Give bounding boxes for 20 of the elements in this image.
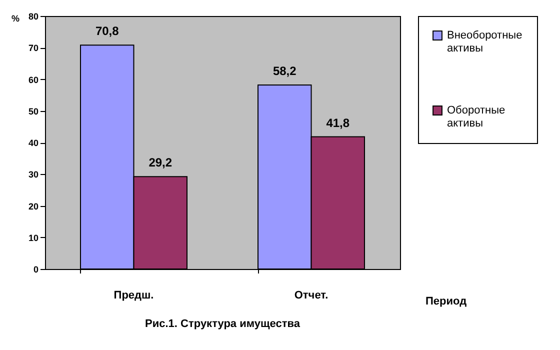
- legend-label: Внеоборотные активы: [447, 30, 522, 54]
- x-axis-title: Период: [426, 296, 467, 308]
- y-tick-label: 60: [28, 74, 38, 85]
- y-tick-label: 20: [28, 201, 38, 212]
- y-tick-label: 0: [33, 264, 38, 274]
- x-tick-label: Предш.: [114, 290, 154, 302]
- text: Рис.1. Структура имущества: [145, 318, 301, 330]
- y-tick-label: 10: [28, 232, 38, 243]
- y-tick-label: 50: [28, 106, 38, 116]
- y-axis-title: %: [11, 14, 20, 24]
- data-label: 29,2: [148, 156, 172, 170]
- data-label: 41,8: [326, 116, 350, 130]
- y-tick-label: 40: [28, 138, 38, 148]
- legend-label: Оборотные активы: [447, 104, 506, 130]
- data-label: 70,8: [95, 24, 120, 38]
- y-tick-label: 80: [28, 12, 38, 22]
- y-tick-label: 30: [28, 170, 38, 180]
- x-tick-label: Отчет.: [294, 290, 328, 302]
- data-label: 58,2: [272, 64, 297, 78]
- y-tick-label: 70: [28, 43, 38, 54]
